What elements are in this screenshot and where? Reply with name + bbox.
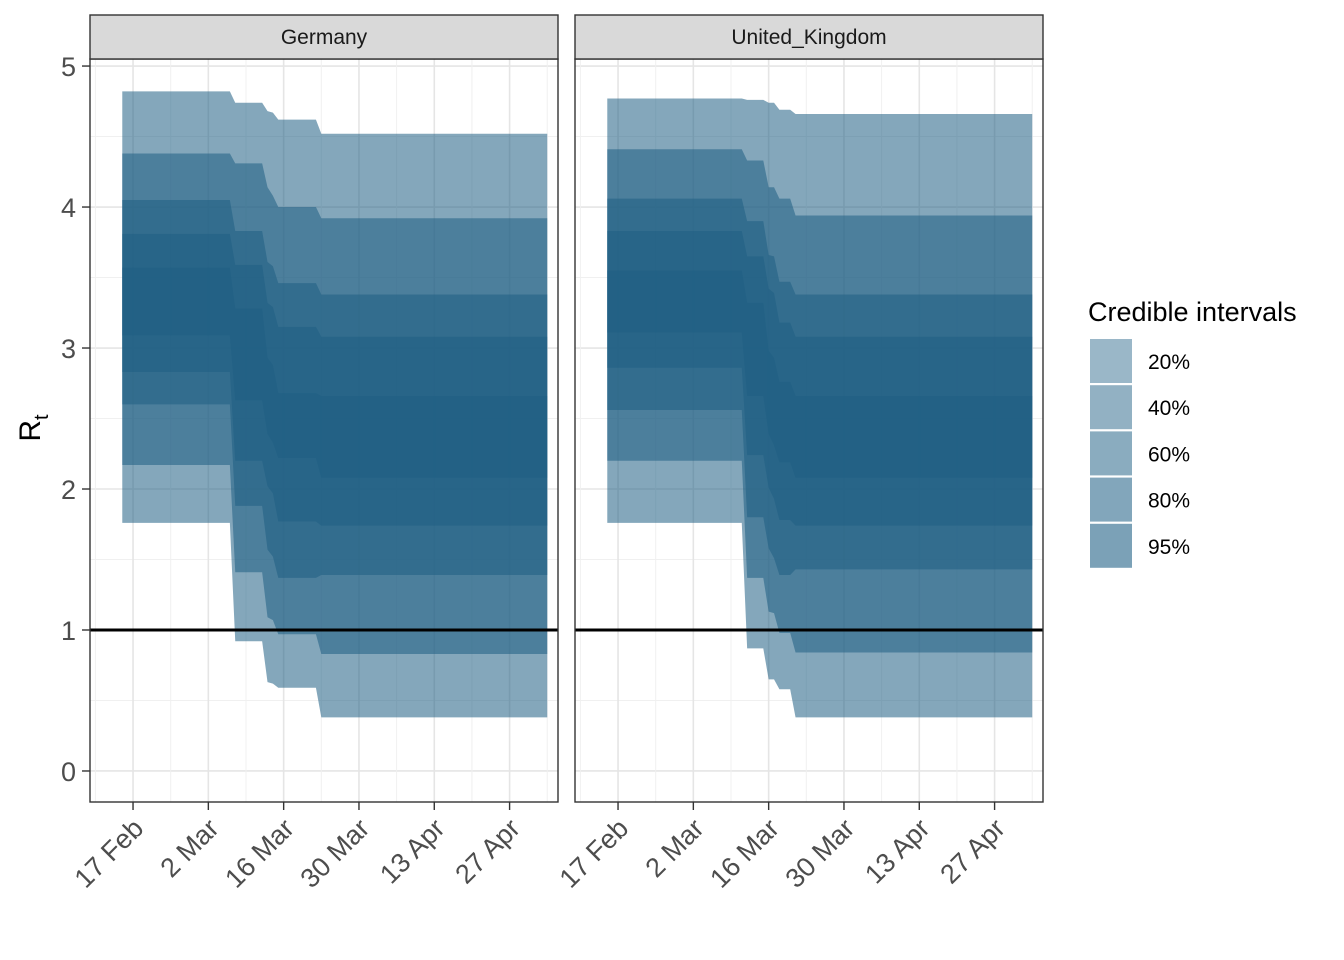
legend-key-background [1090,385,1132,430]
legend-title: Credible intervals [1088,297,1297,327]
y-axis-title: Rt [14,414,53,442]
x-tick-label: 30 Mar [295,813,376,894]
panel-united-kingdom: United_Kingdom [574,14,1044,803]
legend-swatch [1090,339,1132,383]
facet-strip-label: Germany [281,26,368,49]
legend-swatch [1090,523,1132,568]
y-axis-title-main: R [14,420,47,442]
legend-swatch [1090,431,1132,476]
y-tick-label: 1 [61,616,76,646]
panel-germany: Germany [89,14,559,803]
legend-label: 95% [1148,536,1190,559]
y-tick-label: 2 [61,475,76,505]
x-tick-label: 27 Apr [449,813,525,889]
legend-key: 95% [1090,523,1190,568]
legend-key: 60% [1090,431,1190,476]
legend-swatch [1090,385,1132,430]
legend-key-background [1090,339,1132,383]
y-tick-label: 5 [61,52,76,82]
facet-strip-label: United_Kingdom [731,26,886,49]
y-axis: 0 1 2 3 4 5 [61,52,90,787]
legend-keys: 20% 40% 60% 80% 95% [1090,339,1190,568]
y-axis-title-subscript: t [31,414,53,420]
legend-label: 40% [1148,397,1190,420]
svg-text:Rt: Rt [14,414,53,442]
legend-key: 40% [1090,385,1190,430]
facet-strip [89,14,559,60]
x-tick-label: 2 Mar [640,813,710,883]
x-tick-label: 30 Mar [780,813,861,894]
y-tick-label: 4 [61,193,76,223]
x-tick-label: 16 Mar [219,813,300,894]
ci-band-20pct [607,270,1033,478]
x-tick-label: 17 Feb [69,813,150,894]
legend-swatch [1090,477,1132,522]
x-tick-label: 16 Mar [704,813,785,894]
legend-label: 20% [1148,351,1190,374]
legend-key: 20% [1090,339,1190,383]
legend: Credible intervals 20% 40% 60% 80% 95% [1088,297,1297,568]
x-tick-label: 17 Feb [554,813,635,894]
legend-label: 80% [1148,490,1190,513]
legend-key: 80% [1090,477,1190,522]
panels-layer: Germany United_Kingdom [89,14,1044,803]
y-tick-label: 0 [61,757,76,787]
x-tick-label: 2 Mar [155,813,225,883]
x-tick-label: 13 Apr [859,813,935,889]
x-tick-label: 27 Apr [934,813,1010,889]
y-tick-label: 3 [61,334,76,364]
x-tick-label: 13 Apr [374,813,450,889]
ci-band-20pct [122,267,548,478]
legend-label: 60% [1148,443,1190,466]
facet-strip [574,14,1044,60]
